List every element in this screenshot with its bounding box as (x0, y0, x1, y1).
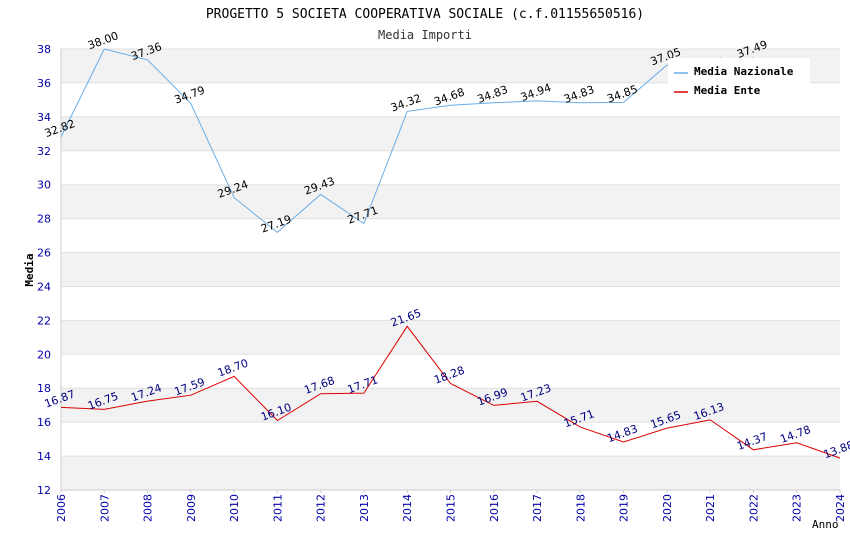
x-tick-label: 2006 (55, 494, 68, 522)
series-line-media-ente (60, 325, 841, 459)
grid-band (61, 116, 840, 151)
y-tick-label: 30 (37, 179, 51, 192)
legend-label-media-nazionale: Media Nazionale (694, 65, 794, 78)
x-tick-label: 2011 (271, 494, 284, 522)
x-tick-label: 2015 (445, 494, 458, 522)
y-tick-label: 28 (37, 213, 51, 226)
x-tick-label: 2018 (574, 494, 587, 522)
y-tick-label: 14 (37, 450, 51, 463)
grid-band (61, 150, 840, 185)
x-tick-label: 2008 (142, 494, 155, 522)
grid-band (61, 320, 840, 355)
y-tick-label: 16 (37, 416, 51, 429)
x-axis-label: Anno (812, 518, 839, 531)
legend-box (668, 58, 810, 100)
y-tick-label: 24 (37, 280, 51, 293)
y-tick-label: 18 (37, 382, 51, 395)
grid-band (61, 388, 840, 423)
y-tick-label: 20 (37, 348, 51, 361)
legend-label-media-ente: Media Ente (694, 84, 761, 97)
y-tick-label: 12 (37, 484, 51, 497)
x-tick-label: 2022 (747, 494, 760, 522)
grid-band (61, 456, 840, 490)
x-tick-label: 2014 (401, 494, 414, 522)
x-tick-label: 2013 (358, 494, 371, 522)
x-tick-label: 2024 (834, 494, 847, 522)
x-tick-label: 2020 (661, 494, 674, 522)
background-bands (61, 49, 840, 490)
grid-band (61, 184, 840, 219)
grid-band (61, 422, 840, 457)
series-line-media-nazionale (60, 48, 754, 234)
y-axis-label: Media (23, 253, 36, 286)
grid-band (61, 354, 840, 389)
x-tick-label: 2021 (704, 494, 717, 522)
grid-band (61, 218, 840, 253)
x-axis-ticks: 2006 2007 2008 2009 2010 2011 2012 2013 2014 2015… (55, 490, 847, 522)
y-tick-label: 26 (37, 247, 51, 260)
y-tick-label: 38 (37, 43, 51, 56)
y-tick-label: 32 (37, 145, 51, 158)
chart-subtitle: Media Importi (378, 28, 472, 42)
x-tick-label: 2010 (228, 494, 241, 522)
x-tick-label: 2023 (791, 494, 804, 522)
chart-title: PROGETTO 5 SOCIETA COOPERATIVA SOCIALE (… (206, 7, 644, 22)
grid-band (61, 252, 840, 287)
x-tick-label: 2017 (531, 494, 544, 522)
grid-band (61, 286, 840, 321)
y-tick-label: 34 (37, 111, 51, 124)
x-tick-label: 2016 (488, 494, 501, 522)
x-tick-label: 2019 (618, 494, 631, 522)
x-tick-label: 2007 (98, 494, 111, 522)
y-tick-label: 36 (37, 77, 51, 90)
legend: Media Nazionale Media Ente (668, 58, 810, 100)
x-tick-label: 2009 (185, 494, 198, 522)
y-axis-ticks: 12 14 16 18 20 22 24 26 28 30 32 34 36 38 (37, 43, 51, 497)
y-tick-label: 22 (37, 314, 51, 327)
series-lines (60, 48, 841, 459)
x-tick-label: 2012 (315, 494, 328, 522)
